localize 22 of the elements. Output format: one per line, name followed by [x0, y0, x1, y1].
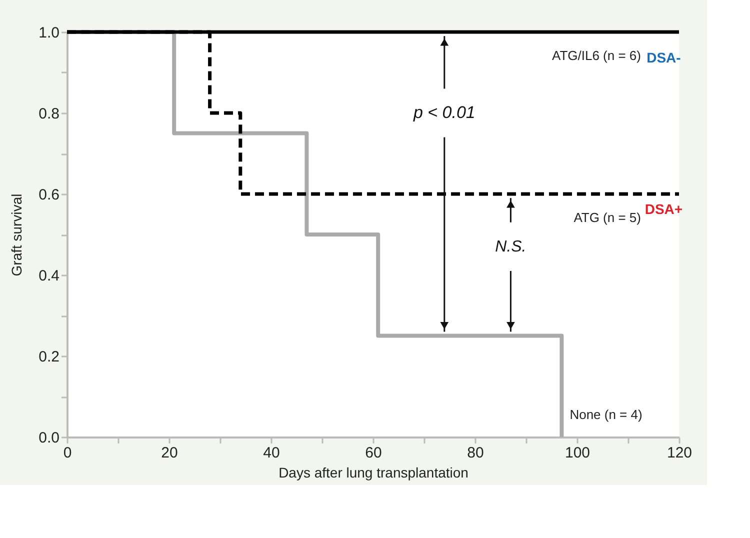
x-axis-title: Days after lung transplantation [278, 464, 468, 480]
x-tick-label: 20 [161, 444, 178, 462]
y-tick-label: 0.2 [38, 348, 60, 366]
series-label: ATG/IL6 (n = 6) [552, 48, 641, 63]
x-tick-label: 120 [666, 444, 692, 462]
x-tick-label: 40 [263, 444, 280, 462]
x-tick-label: 60 [365, 444, 382, 462]
series-label: ATG (n = 5) [574, 210, 641, 225]
y-tick-label: 0.8 [38, 106, 60, 122]
y-tick-label: 1.0 [38, 24, 60, 42]
y-axis-title: Graft survival [8, 194, 25, 276]
annotation: N.S. [495, 238, 526, 256]
y-tick-label: 0.0 [38, 430, 60, 446]
annotation: DSA+ [644, 201, 683, 218]
y-tick-label: 0.4 [38, 268, 60, 284]
series-label: None (n = 4) [570, 407, 642, 422]
y-tick-label: 0.6 [38, 186, 60, 204]
x-tick-label: 100 [564, 444, 590, 462]
x-tick-label: 80 [467, 444, 484, 462]
annotation: DSA- [646, 49, 682, 66]
annotation: p < 0.01 [412, 103, 476, 122]
x-tick-label: 0 [63, 444, 72, 462]
